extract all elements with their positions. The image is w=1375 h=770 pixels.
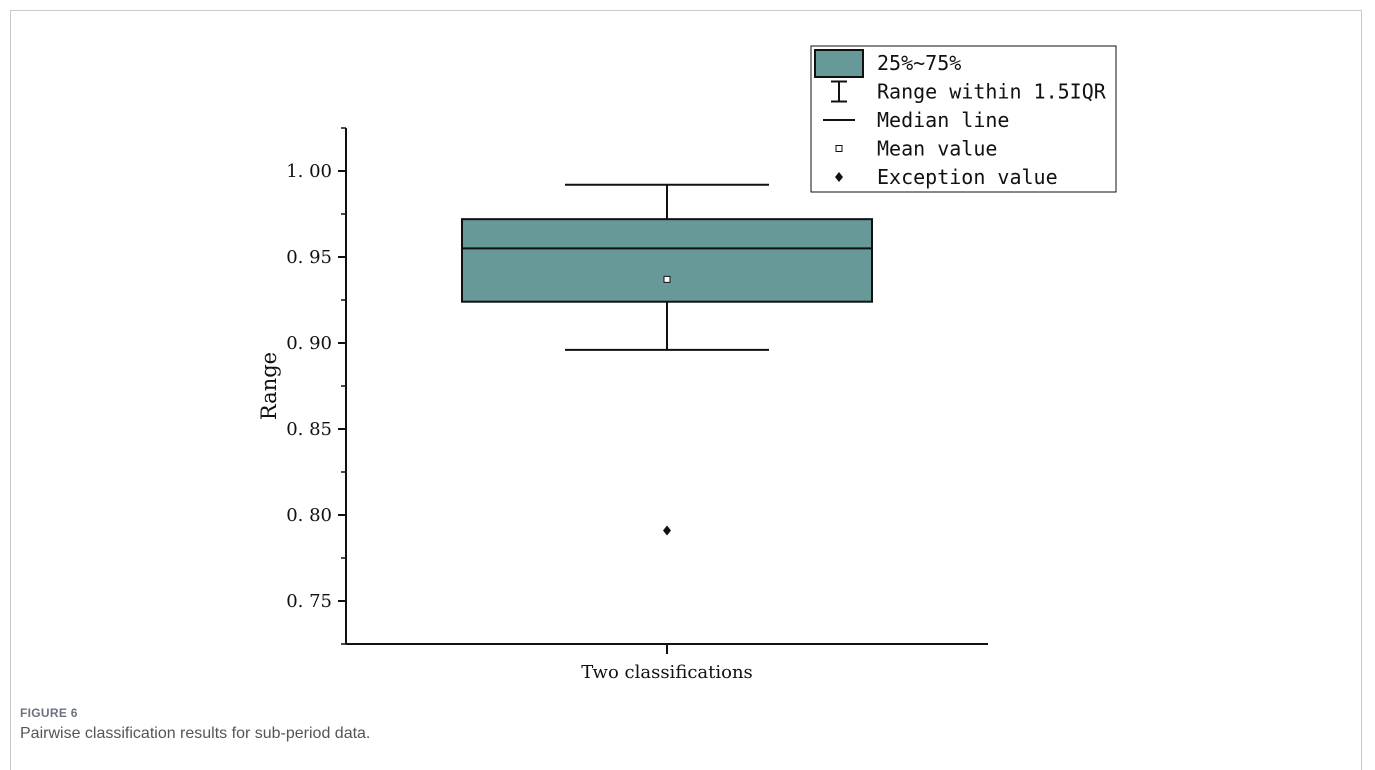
y-axis-title: Range <box>257 352 281 420</box>
iqr-box <box>461 218 873 303</box>
box-plot-chart: 0. 75 0. 80 0. 85 0. 90 0. 95 1. 00 Two classi… <box>257 45 1117 683</box>
y-tick-label: 0. 75 <box>286 591 332 612</box>
legend-mean-symbol <box>835 145 843 152</box>
y-tick-label: 0. 85 <box>286 419 332 440</box>
y-tick-label: 0. 80 <box>286 505 332 526</box>
figure-label: FIGURE 6 <box>20 706 78 720</box>
x-category-label: Two classifications <box>581 662 753 683</box>
legend-item-label: 25%~75% <box>877 51 961 75</box>
y-tick-label: 0. 95 <box>286 247 332 268</box>
mean-marker <box>663 275 671 283</box>
y-tick-label: 1. 00 <box>286 161 332 182</box>
legend-item-label: Median line <box>877 108 1009 132</box>
legend-outlier-symbol <box>835 172 843 182</box>
figure-frame <box>10 10 1362 770</box>
legend-item-label: Mean value <box>877 137 997 161</box>
legend: 25%~75% Range within 1.5IQR Median line Mea… <box>810 45 1117 193</box>
outlier-marker <box>663 525 671 536</box>
legend-item-label: Exception value <box>877 165 1058 189</box>
legend-box-swatch <box>814 49 864 78</box>
y-tick-label: 0. 90 <box>286 333 332 354</box>
legend-item-label: Range within 1.5IQR <box>877 80 1107 104</box>
figure-caption: Pairwise classification results for sub-… <box>20 725 371 742</box>
